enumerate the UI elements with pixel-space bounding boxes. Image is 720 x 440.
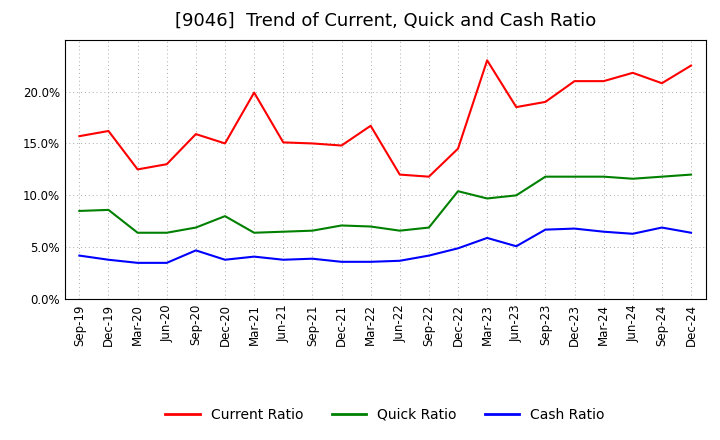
Title: [9046]  Trend of Current, Quick and Cash Ratio: [9046] Trend of Current, Quick and Cash … <box>174 12 596 30</box>
Line: Quick Ratio: Quick Ratio <box>79 175 691 233</box>
Quick Ratio <box>512 193 521 198</box>
Quick Ratio <box>104 207 113 213</box>
Quick Ratio <box>366 224 375 229</box>
Quick Ratio <box>395 228 404 233</box>
Quick Ratio <box>629 176 637 181</box>
Cash Ratio <box>366 259 375 264</box>
Quick Ratio <box>483 196 492 201</box>
Current Ratio <box>570 78 579 84</box>
Quick Ratio <box>220 213 229 219</box>
Quick Ratio <box>279 229 287 235</box>
Current Ratio <box>75 133 84 139</box>
Quick Ratio <box>133 230 142 235</box>
Current Ratio <box>279 140 287 145</box>
Current Ratio <box>220 141 229 146</box>
Current Ratio <box>687 63 696 68</box>
Cash Ratio <box>192 248 200 253</box>
Quick Ratio <box>687 172 696 177</box>
Quick Ratio <box>308 228 317 233</box>
Cash Ratio <box>279 257 287 262</box>
Current Ratio <box>337 143 346 148</box>
Cash Ratio <box>250 254 258 259</box>
Current Ratio <box>308 141 317 146</box>
Current Ratio <box>250 90 258 95</box>
Cash Ratio <box>657 225 666 230</box>
Quick Ratio <box>454 189 462 194</box>
Cash Ratio <box>629 231 637 236</box>
Cash Ratio <box>308 256 317 261</box>
Current Ratio <box>483 58 492 63</box>
Cash Ratio <box>599 229 608 235</box>
Quick Ratio <box>599 174 608 180</box>
Quick Ratio <box>163 230 171 235</box>
Current Ratio <box>657 81 666 86</box>
Cash Ratio <box>454 246 462 251</box>
Quick Ratio <box>425 225 433 230</box>
Current Ratio <box>133 167 142 172</box>
Current Ratio <box>599 78 608 84</box>
Current Ratio <box>104 128 113 134</box>
Quick Ratio <box>541 174 550 180</box>
Cash Ratio <box>687 230 696 235</box>
Cash Ratio <box>570 226 579 231</box>
Current Ratio <box>512 104 521 110</box>
Current Ratio <box>541 99 550 105</box>
Current Ratio <box>366 123 375 128</box>
Quick Ratio <box>250 230 258 235</box>
Cash Ratio <box>541 227 550 232</box>
Cash Ratio <box>425 253 433 258</box>
Current Ratio <box>425 174 433 180</box>
Line: Cash Ratio: Cash Ratio <box>79 227 691 263</box>
Cash Ratio <box>220 257 229 262</box>
Current Ratio <box>395 172 404 177</box>
Cash Ratio <box>337 259 346 264</box>
Quick Ratio <box>337 223 346 228</box>
Quick Ratio <box>570 174 579 180</box>
Current Ratio <box>454 146 462 151</box>
Cash Ratio <box>512 244 521 249</box>
Cash Ratio <box>104 257 113 262</box>
Quick Ratio <box>657 174 666 180</box>
Current Ratio <box>629 70 637 76</box>
Quick Ratio <box>75 208 84 213</box>
Quick Ratio <box>192 225 200 230</box>
Current Ratio <box>163 161 171 167</box>
Cash Ratio <box>483 235 492 241</box>
Cash Ratio <box>163 260 171 265</box>
Line: Current Ratio: Current Ratio <box>79 60 691 177</box>
Cash Ratio <box>75 253 84 258</box>
Cash Ratio <box>395 258 404 264</box>
Legend: Current Ratio, Quick Ratio, Cash Ratio: Current Ratio, Quick Ratio, Cash Ratio <box>160 402 611 427</box>
Cash Ratio <box>133 260 142 265</box>
Current Ratio <box>192 132 200 137</box>
